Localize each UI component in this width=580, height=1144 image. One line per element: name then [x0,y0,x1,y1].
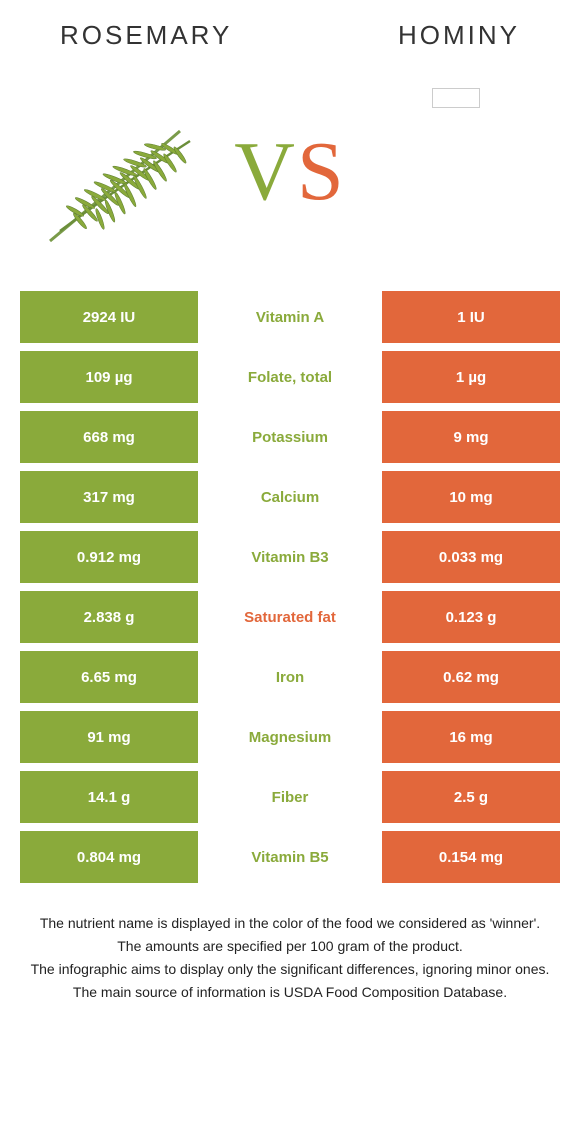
cell-left-value: 0.912 mg [20,531,198,583]
cell-nutrient-name: Folate, total [198,351,382,403]
cell-left-value: 668 mg [20,411,198,463]
header: ROSEMARY HOMINY [0,0,580,61]
cell-nutrient-name: Vitamin B3 [198,531,382,583]
cell-right-value: 0.033 mg [382,531,560,583]
footer-line-4: The main source of information is USDA F… [20,982,560,1003]
vs-label: VS [234,123,345,220]
cell-nutrient-name: Vitamin A [198,291,382,343]
table-row: 0.804 mgVitamin B50.154 mg [20,831,560,883]
cell-right-value: 16 mg [382,711,560,763]
cell-right-value: 1 µg [382,351,560,403]
cell-nutrient-name: Calcium [198,471,382,523]
footer-line-2: The amounts are specified per 100 gram o… [20,936,560,957]
table-row: 2924 IUVitamin A1 IU [20,291,560,343]
table-row: 109 µgFolate, total1 µg [20,351,560,403]
cell-right-value: 0.154 mg [382,831,560,883]
cell-right-value: 0.62 mg [382,651,560,703]
cell-right-value: 1 IU [382,291,560,343]
cell-right-value: 2.5 g [382,771,560,823]
footer-line-3: The infographic aims to display only the… [20,959,560,980]
cell-left-value: 0.804 mg [20,831,198,883]
cell-left-value: 2924 IU [20,291,198,343]
cell-right-value: 10 mg [382,471,560,523]
cell-left-value: 317 mg [20,471,198,523]
table-row: 668 mgPotassium9 mg [20,411,560,463]
hero-section: VS [0,71,580,271]
vs-v: V [234,125,297,218]
cell-nutrient-name: Iron [198,651,382,703]
table-row: 6.65 mgIron0.62 mg [20,651,560,703]
table-row: 91 mgMagnesium16 mg [20,711,560,763]
footer-notes: The nutrient name is displayed in the co… [20,913,560,1003]
cell-nutrient-name: Magnesium [198,711,382,763]
rosemary-illustration [30,101,230,251]
cell-nutrient-name: Saturated fat [198,591,382,643]
title-right: HOMINY [398,20,520,51]
cell-nutrient-name: Potassium [198,411,382,463]
vs-s: S [297,125,346,218]
cell-left-value: 6.65 mg [20,651,198,703]
title-left: ROSEMARY [60,20,232,51]
table-row: 14.1 gFiber2.5 g [20,771,560,823]
cell-right-value: 9 mg [382,411,560,463]
footer-line-1: The nutrient name is displayed in the co… [20,913,560,934]
comparison-table: 2924 IUVitamin A1 IU109 µgFolate, total1… [20,291,560,883]
cell-left-value: 14.1 g [20,771,198,823]
table-row: 317 mgCalcium10 mg [20,471,560,523]
cell-right-value: 0.123 g [382,591,560,643]
table-row: 0.912 mgVitamin B30.033 mg [20,531,560,583]
table-row: 2.838 gSaturated fat0.123 g [20,591,560,643]
cell-nutrient-name: Fiber [198,771,382,823]
cell-nutrient-name: Vitamin B5 [198,831,382,883]
cell-left-value: 91 mg [20,711,198,763]
cell-left-value: 109 µg [20,351,198,403]
cell-left-value: 2.838 g [20,591,198,643]
